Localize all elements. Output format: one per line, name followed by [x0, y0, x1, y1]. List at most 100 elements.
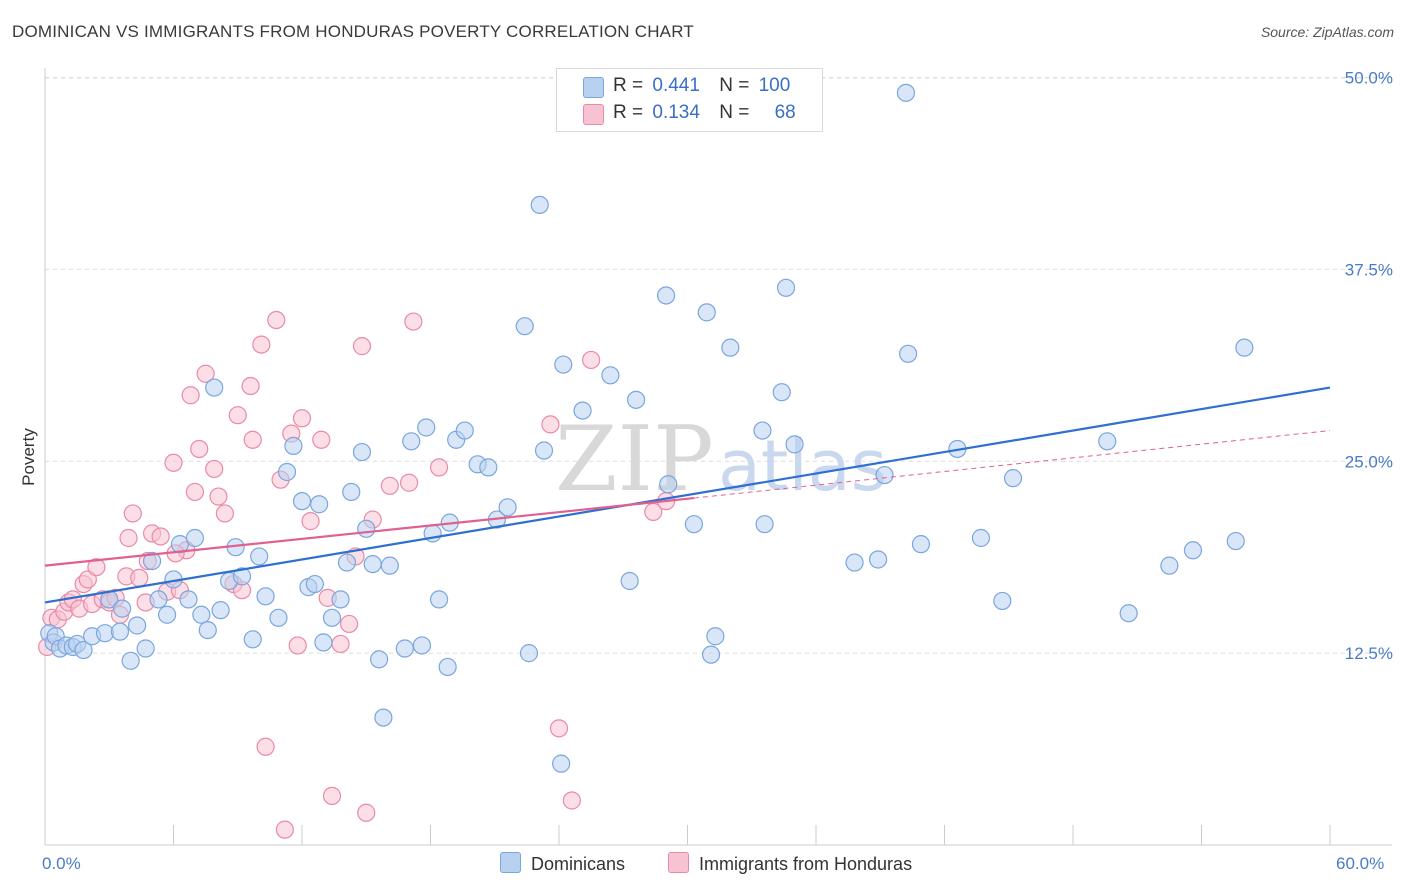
axes: [44, 68, 1392, 846]
legend-n-label: N =: [719, 102, 750, 123]
dominican-point: [402, 432, 421, 451]
x-tick-label-max: 60.0%: [1336, 854, 1384, 873]
dominican-point: [701, 645, 721, 664]
dominican-point: [429, 590, 449, 609]
honduras-point: [78, 570, 97, 589]
honduras-point: [119, 528, 138, 548]
dominican-point: [395, 639, 414, 658]
dominican-point: [331, 590, 350, 609]
dominican-point: [127, 616, 147, 635]
honduras-point: [252, 335, 271, 354]
honduras-point: [399, 473, 419, 492]
dominican-point: [898, 344, 918, 363]
dominican-point: [256, 587, 275, 606]
honduras-point: [380, 476, 399, 495]
dominican-point: [785, 435, 804, 454]
honduras-point: [196, 364, 215, 383]
dominican-point: [95, 624, 115, 643]
bottom-legend-dominicans: Dominicans: [500, 852, 625, 875]
honduras-point: [582, 350, 601, 370]
dominican-point: [370, 650, 389, 669]
legend-n-label: N =: [719, 75, 750, 96]
legend-n-value: 68: [774, 102, 796, 123]
y-tick-label: 50.0%: [1345, 69, 1393, 88]
honduras-point: [288, 636, 307, 655]
dominican-point: [1119, 604, 1138, 623]
chart-title: DOMINICAN VS IMMIGRANTS FROM HONDURAS PO…: [12, 22, 694, 41]
legend-r-label: R =: [613, 75, 644, 96]
dominican-point: [659, 475, 678, 494]
dominican-point: [352, 442, 372, 462]
honduras-point: [181, 386, 200, 405]
honduras-point: [256, 737, 275, 756]
honduras-point: [275, 820, 294, 839]
honduras-point: [357, 803, 376, 822]
honduras-point: [352, 337, 372, 356]
dominican-point: [438, 657, 457, 677]
y-tick-label: 25.0%: [1345, 452, 1393, 471]
honduras-point: [228, 406, 247, 425]
bottom-legend-label-honduras: Immigrants from Honduras: [699, 854, 913, 874]
dominican-point: [342, 482, 361, 502]
dominican-point: [243, 630, 262, 649]
dominican-point: [310, 495, 329, 514]
dominican-point: [1235, 338, 1254, 357]
dominican-point: [142, 551, 162, 571]
honduras-point: [130, 568, 149, 588]
dominican-point: [875, 465, 894, 485]
grid-lines: [45, 77, 1392, 654]
honduras-point: [185, 482, 205, 502]
dominican-point: [198, 620, 217, 640]
y-axis-label: Poverty: [19, 428, 38, 486]
dominican-point: [776, 278, 796, 297]
dominican-point: [498, 498, 517, 517]
dominican-point: [911, 535, 931, 554]
honduras-point: [322, 786, 342, 805]
dominican-point: [250, 547, 269, 566]
dominican-point: [971, 528, 991, 548]
dominican-point: [357, 519, 376, 538]
y-tick-label: 37.5%: [1345, 260, 1393, 279]
trend-line-dominicans: [44, 386, 1331, 604]
dominican-point: [1160, 556, 1179, 575]
dominican-point: [573, 401, 592, 420]
dominican-point: [380, 556, 399, 575]
dominican-point: [305, 574, 324, 594]
dominican-point: [284, 436, 303, 455]
dominican-point: [277, 462, 297, 482]
dominican-point: [993, 591, 1012, 611]
trend-line-honduras: [44, 496, 695, 567]
honduras-point: [429, 458, 449, 477]
legend-n-value: 100: [758, 75, 791, 96]
legend-r-value: 0.134: [652, 102, 700, 123]
dominican-point: [515, 317, 534, 336]
dominican-point: [292, 492, 312, 511]
dominican-point: [519, 644, 539, 663]
bottom-legend-swatch-pink: [668, 852, 689, 873]
dominican-point: [149, 590, 168, 609]
dominican-point: [337, 553, 357, 572]
honduras-point: [164, 453, 183, 472]
dominican-point: [626, 390, 646, 409]
dominican-point: [363, 554, 382, 574]
legend-r-label: R =: [613, 102, 644, 123]
legend-r-value: 0.441: [652, 75, 700, 96]
dominican-point: [374, 708, 393, 727]
honduras-point: [215, 504, 234, 523]
dominican-point: [772, 383, 791, 402]
source-label: Source: ZipAtlas.com: [1260, 24, 1394, 40]
trend-lines: [44, 386, 1331, 604]
dominican-point: [136, 639, 155, 658]
dominican-point: [112, 599, 132, 618]
honduras-point: [241, 376, 260, 396]
honduras-point: [190, 439, 209, 459]
series-honduras-points: [38, 310, 676, 839]
honduras-point: [340, 614, 359, 634]
dominican-point: [753, 421, 772, 440]
watermark-zip: ZIP: [555, 407, 714, 512]
dominican-point: [1003, 469, 1023, 488]
honduras-point: [151, 527, 170, 546]
dominican-point: [721, 338, 740, 357]
honduras-point: [292, 409, 312, 428]
